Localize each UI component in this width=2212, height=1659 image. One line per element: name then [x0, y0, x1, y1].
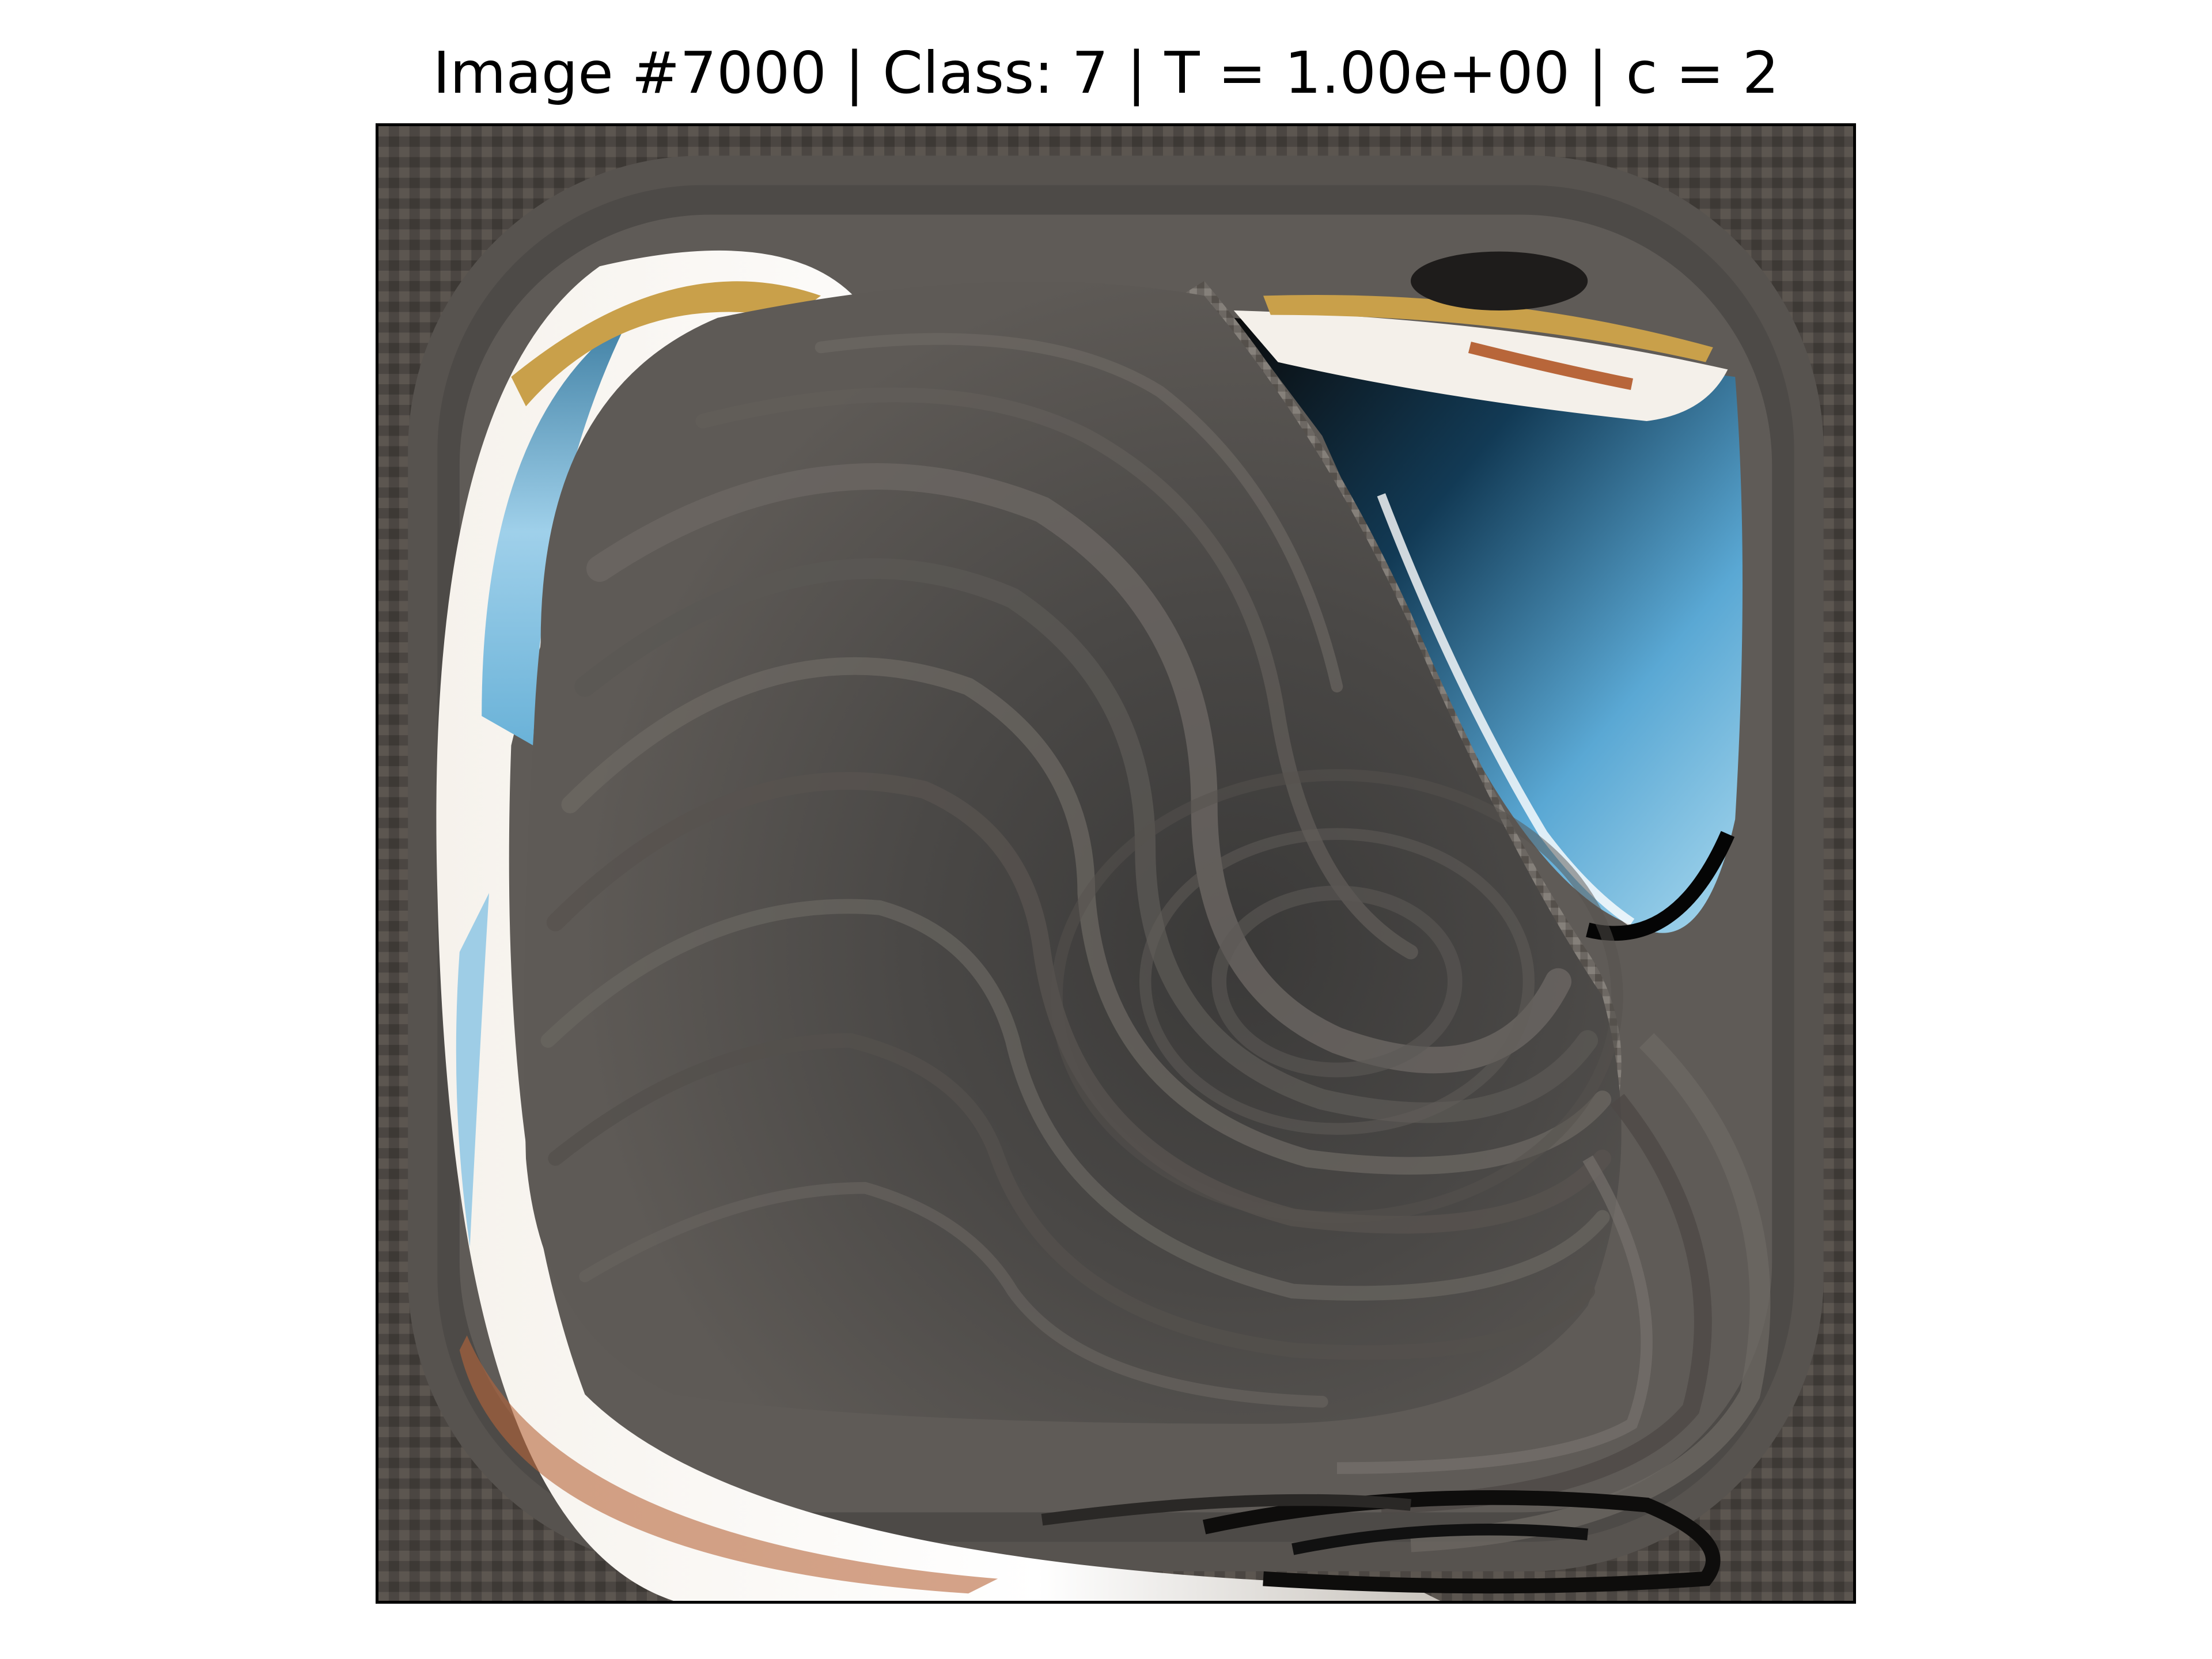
image-panel	[376, 123, 1856, 1604]
figure-title: Image #7000 | Class: 7 | T = 1.00e+00 | …	[433, 39, 1779, 107]
swirl-image	[378, 126, 1853, 1601]
